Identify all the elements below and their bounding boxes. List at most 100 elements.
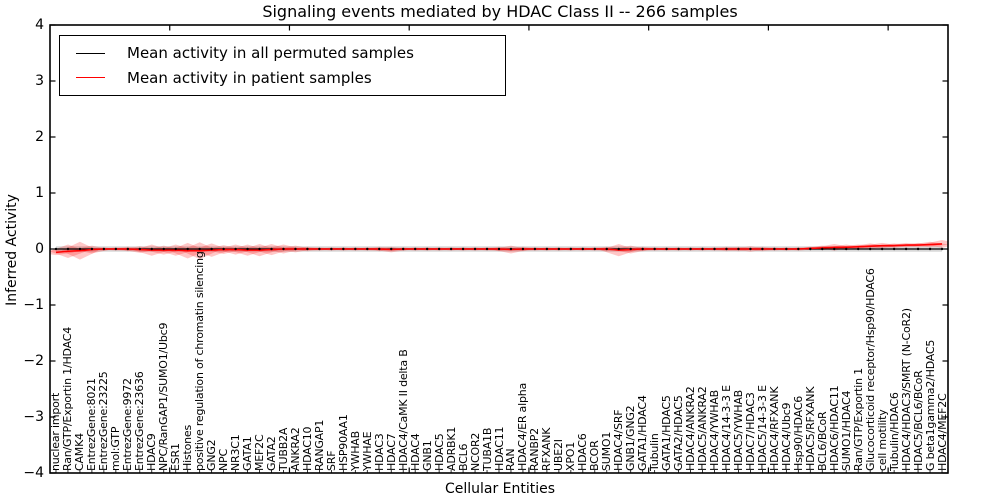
permuted-marker: [928, 247, 932, 251]
y-tick-label: 3: [35, 73, 44, 89]
permuted-marker: [485, 247, 489, 251]
x-tick-label: Tubulin/HDAC6: [887, 392, 901, 471]
permuted-marker: [653, 247, 656, 251]
permuted-marker: [437, 247, 441, 251]
x-axis-label: Cellular Entities: [444, 481, 556, 497]
permuted-marker: [880, 247, 884, 251]
permuted-marker: [425, 247, 429, 251]
x-tick-label: HDAC4/SRF: [612, 409, 626, 471]
x-tick-label: HDAC5/YWHAB: [731, 389, 745, 471]
x-tick-label: HDAC4/HDAC3/SMRT (N-CoR2): [899, 308, 913, 471]
permuted-marker: [222, 247, 225, 251]
permuted-marker: [737, 247, 740, 251]
permuted-marker: [617, 247, 620, 251]
x-tick-label: HDAC4: [408, 433, 422, 471]
x-tick-label: GATA1/HDAC5: [660, 395, 674, 471]
permuted-marker: [126, 247, 130, 251]
permuted-marker: [833, 247, 836, 251]
permuted-marker: [701, 247, 704, 251]
y-tick-label: −4: [23, 465, 44, 481]
x-tick-label: NPC: [217, 449, 231, 471]
x-tick-label: TUBA1B: [480, 427, 494, 471]
y-tick-label: 0: [35, 241, 44, 257]
x-tick-label: HDAC5/ANKRA2: [696, 386, 710, 471]
x-tick-label: HSP90AA1: [336, 414, 350, 471]
x-tick-label: Hsp90/HDAC6: [791, 395, 805, 471]
permuted-marker: [402, 247, 405, 251]
permuted-marker: [198, 247, 201, 251]
permuted-marker: [581, 247, 585, 251]
x-tick-label: HDAC4/CaMK II delta B: [396, 349, 410, 471]
x-tick-label: ESR1: [169, 443, 183, 471]
permuted-marker: [689, 247, 692, 251]
legend-label-patient: Mean activity in patient samples: [127, 68, 372, 87]
permuted-marker: [282, 247, 285, 251]
permuted-line-swatch: [76, 52, 105, 54]
permuted-marker: [138, 247, 141, 251]
permuted-marker: [66, 247, 70, 251]
permuted-marker: [725, 247, 728, 251]
permuted-marker: [449, 247, 453, 251]
permuted-marker: [413, 247, 417, 251]
permuted-marker: [665, 247, 668, 251]
permuted-marker: [270, 247, 273, 251]
permuted-marker: [713, 247, 716, 251]
permuted-marker: [354, 247, 357, 251]
x-tick-label: positive regulation of chromatin silenci…: [193, 251, 207, 471]
legend-label-permuted: Mean activity in all permuted samples: [127, 44, 414, 63]
x-tick-label: HDAC5/BCL6/BCoR: [911, 370, 925, 471]
permuted-marker: [174, 247, 177, 251]
x-tick-label: GNB1: [420, 440, 434, 472]
x-tick-label: SRF: [324, 450, 338, 471]
x-tick-label: cell motility: [875, 409, 889, 471]
permuted-marker: [378, 247, 381, 251]
permuted-marker: [210, 247, 213, 251]
permuted-marker: [318, 247, 321, 251]
permuted-marker: [629, 247, 632, 251]
y-tick-label: −1: [23, 297, 44, 313]
y-tick-label: −2: [23, 353, 44, 369]
permuted-marker: [509, 247, 513, 251]
permuted-marker: [916, 247, 920, 251]
permuted-marker: [246, 247, 249, 251]
y-tick-label: 1: [35, 185, 44, 201]
permuted-marker: [366, 247, 369, 251]
permuted-marker: [761, 247, 764, 251]
x-tick-label: GNB1/GNG2: [624, 405, 638, 471]
permuted-marker: [186, 247, 189, 251]
permuted-marker: [90, 247, 94, 251]
permuted-marker: [904, 247, 908, 251]
permuted-marker: [102, 247, 106, 251]
x-tick-label: BCL6: [456, 443, 470, 471]
permuted-marker: [857, 247, 860, 251]
permuted-marker: [677, 247, 680, 251]
x-tick-label: HDAC7/HDAC3: [743, 392, 757, 471]
permuted-marker: [569, 247, 573, 251]
permuted-marker: [294, 247, 297, 251]
x-tick-label: HDAC4/MEF2C: [935, 393, 949, 471]
permuted-marker: [114, 247, 118, 251]
x-tick-label: ADRBK1: [444, 426, 458, 471]
x-tick-label: HDAC4/YWHAB: [708, 389, 722, 471]
x-tick-label: BCL6/BCoR: [815, 411, 829, 471]
x-tick-label: HDAC3: [372, 433, 386, 471]
x-tick-label: Histones: [181, 425, 195, 471]
x-tick-label: GATA2: [265, 436, 278, 471]
permuted-marker: [605, 247, 608, 251]
x-tick-label: HDAC10: [300, 426, 314, 471]
permuted-marker: [521, 247, 525, 251]
x-tick-label: YWHAB: [348, 431, 362, 471]
x-tick-label: MEF2C: [253, 434, 267, 471]
x-tick-label: HDAC6/HDAC11: [827, 385, 841, 471]
x-tick-label: GATA1/HDAC4: [636, 395, 650, 471]
permuted-marker: [306, 247, 309, 251]
x-tick-label: G beta1gamma2/HDAC5: [923, 339, 937, 471]
permuted-marker: [557, 247, 561, 251]
permuted-marker: [473, 247, 477, 251]
permuted-marker: [330, 247, 333, 251]
x-tick-label: GATA1: [241, 436, 255, 471]
permuted-marker: [785, 247, 788, 251]
permuted-marker: [773, 247, 776, 251]
x-tick-label: Glucocorticoid receptor/Hsp90/HDAC6: [863, 268, 877, 471]
